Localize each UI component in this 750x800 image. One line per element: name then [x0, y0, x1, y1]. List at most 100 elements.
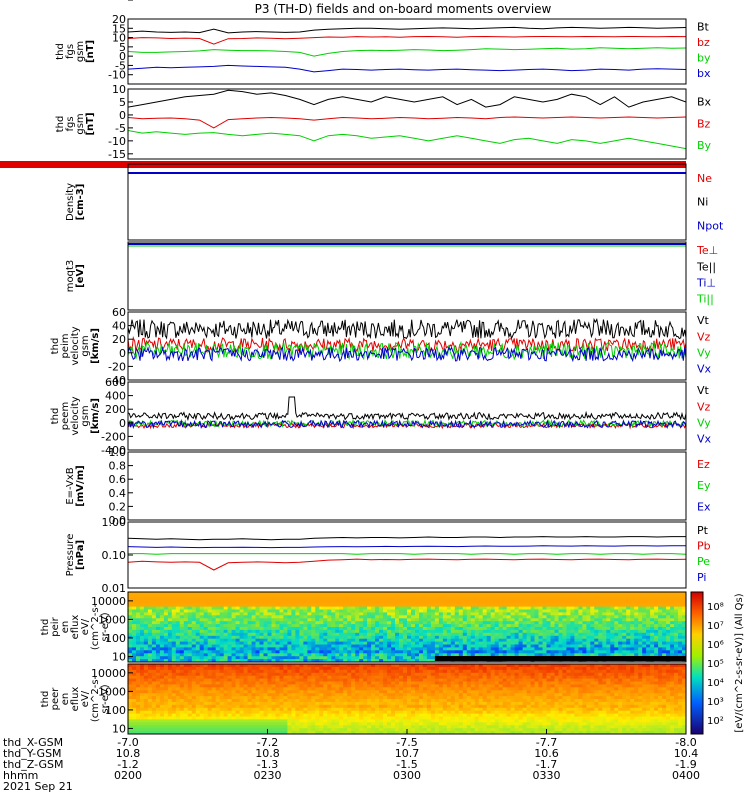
spectrogram-cell	[546, 606, 552, 611]
y-axis-label: [km/s]	[90, 398, 101, 434]
spectrogram-cell	[359, 728, 364, 732]
spectrogram-cell	[422, 627, 428, 631]
spectrogram-cell	[654, 603, 659, 608]
spectrogram-cell	[235, 669, 241, 674]
spectrogram-cell	[666, 644, 671, 648]
spectrogram-cell	[199, 650, 205, 654]
spectrogram-cell	[574, 615, 579, 619]
spectrogram-cell	[227, 710, 233, 715]
spectrogram-cell	[474, 641, 480, 646]
spectrogram-cell	[626, 650, 631, 654]
spectrogram-cell	[662, 653, 667, 657]
legend-entry-ni: Ni	[697, 196, 708, 209]
spectrogram-cell	[347, 719, 352, 723]
spectrogram-cell	[550, 624, 556, 628]
y-tick-label: 0	[119, 50, 126, 63]
spectrogram-cell	[606, 641, 611, 646]
spectrogram-cell	[530, 609, 536, 613]
spectrogram-cell	[271, 666, 277, 671]
spectrogram-cell	[255, 632, 261, 637]
spectrogram-cell	[179, 719, 185, 723]
spectrogram-cell	[478, 609, 484, 613]
spectrogram-cell	[419, 600, 424, 605]
spectrogram-cell	[674, 647, 679, 651]
spectrogram-cell	[195, 600, 201, 605]
spectrogram-cell	[558, 615, 564, 619]
spectrogram-cell	[239, 612, 245, 616]
spectrogram-cell	[622, 635, 627, 640]
spectrogram-cell	[470, 632, 476, 637]
spectrogram-cell	[195, 690, 201, 694]
spectrogram-cell	[219, 597, 225, 602]
spectrogram-cell	[263, 666, 269, 671]
spectrogram-cell	[263, 653, 269, 657]
spectrogram-cell	[299, 693, 304, 697]
spectrogram-cell	[662, 597, 667, 602]
spectrogram-cell	[147, 669, 153, 674]
spectrogram-cell	[175, 684, 181, 688]
spectrogram-cell	[295, 609, 300, 613]
spectrogram-cell	[183, 600, 189, 605]
spectrogram-cell	[606, 606, 611, 611]
spectrogram-cell	[419, 638, 424, 643]
spectrogram-cell	[335, 669, 340, 674]
spectrogram-cell	[327, 627, 332, 631]
spectrogram-cell	[239, 681, 245, 685]
spectrogram-cell	[630, 653, 635, 657]
spectrogram-cell	[570, 627, 575, 631]
spectrogram-cell	[355, 635, 360, 640]
spectrogram-cell	[279, 713, 285, 718]
spectrogram-cell	[630, 612, 635, 616]
spectrogram-cell	[132, 627, 137, 631]
legend-entry-vz: Vz	[697, 400, 711, 413]
spectrogram-cell	[454, 609, 460, 613]
spectrogram-cell	[315, 606, 320, 611]
spectrogram-cell	[606, 594, 611, 599]
spectrogram-cell	[175, 704, 181, 709]
spectrogram-cell	[271, 656, 277, 660]
spectrogram-cell	[570, 632, 575, 637]
spectrogram-cell	[359, 624, 364, 628]
spectrogram-cell	[151, 664, 157, 668]
spectrogram-cell	[295, 693, 300, 697]
spectrogram-cell	[335, 704, 340, 709]
spectrogram-cell	[466, 627, 472, 631]
spectrogram-cell	[359, 606, 364, 611]
spectrogram-cell	[430, 653, 436, 657]
spectrogram-cell	[442, 609, 448, 613]
spectrogram-cell	[558, 644, 564, 648]
spectrogram-cell	[618, 594, 623, 599]
spectrogram-cell	[203, 731, 209, 734]
spectrogram-cell	[199, 644, 205, 648]
spectrogram-cell	[391, 615, 396, 619]
spectrogram-cell	[299, 701, 304, 706]
spectrogram-cell	[140, 603, 145, 608]
spectrogram-cell	[319, 713, 324, 718]
spectrogram-cell	[618, 641, 623, 646]
spectrogram-cell	[391, 653, 396, 657]
spectrogram-cell	[191, 719, 197, 723]
spectrogram-cell	[510, 606, 516, 611]
y-axis-label: peir	[50, 616, 61, 636]
spectrogram-cell	[407, 627, 412, 631]
spectrogram-cell	[167, 632, 173, 637]
spectrogram-cell	[295, 719, 300, 723]
spectrogram-cell	[163, 716, 169, 720]
spectrogram-cell	[183, 647, 189, 651]
spectrogram-cell	[454, 644, 460, 648]
spectrogram-cell	[207, 719, 213, 723]
spectrogram-cell	[682, 603, 686, 608]
spectrogram-cell	[674, 612, 679, 616]
spectrogram-cell	[670, 592, 675, 596]
spectrogram-cell	[438, 641, 444, 646]
spectrogram-cell	[267, 594, 273, 599]
spectrogram-cell	[622, 592, 627, 596]
spectrogram-cell	[347, 669, 352, 674]
spectrogram-cell	[335, 627, 340, 631]
spectrogram-cell	[594, 606, 599, 611]
spectrogram-cell	[303, 681, 308, 685]
spectrogram-cell	[618, 600, 623, 605]
spectrogram-cell	[614, 644, 619, 648]
y-tick-label: 10⁻²	[102, 0, 126, 3]
spectrogram-cell	[183, 696, 189, 700]
